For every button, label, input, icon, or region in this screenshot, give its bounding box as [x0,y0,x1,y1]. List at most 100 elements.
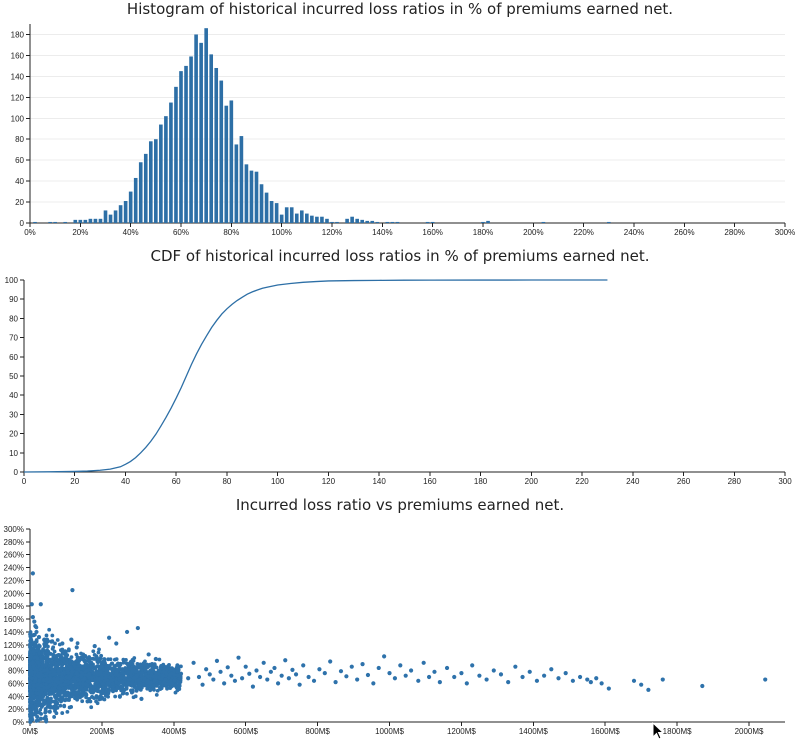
scatter-point [52,649,57,654]
scatter-point [33,677,38,682]
cdf-chart: 0 10 20 30 40 50 60 70 80 90 100 0 20 40 60 80 100 120 140… [5,276,793,486]
scatter-point [39,712,44,716]
scatter-point [42,637,47,642]
scatter-point [54,655,59,660]
y-tick-label: 30 [9,410,18,419]
scatter-point [243,664,248,669]
scatter-point [349,664,354,669]
x-tick-label: 0M$ [22,727,38,736]
scatter-point [236,655,241,660]
scatter-point [125,691,129,696]
scatter-point [43,710,48,715]
x-tick-label: 20% [72,228,88,237]
scatter-point [56,653,61,657]
histogram-bar [113,210,118,223]
scatter-point [403,673,408,678]
scatter-point [120,685,125,690]
x-tick-label: 280 [728,477,742,486]
scatter-point [106,635,112,640]
histogram-bar [294,213,299,223]
scatter-point [87,672,92,677]
scatter-point [69,687,74,692]
scatter-point [55,638,60,642]
scatter-point [55,701,60,706]
scatter-point [75,641,80,646]
scatter-point [421,660,426,665]
scatter-points [28,571,768,724]
histogram-bar [365,220,370,223]
scatter-point [102,657,107,661]
scatter-point [147,681,152,685]
histogram-bar [320,216,324,223]
scatter-point [29,602,34,607]
histogram-bar [214,67,219,223]
scatter-point [113,694,118,699]
scatter-point [112,657,117,662]
histogram-bar [184,65,188,223]
scatter-point [124,629,130,635]
scatter-point [36,686,41,691]
x-tick-label: 240% [624,228,644,237]
histogram-bar [98,218,103,223]
scatter-point [355,677,360,682]
scatter-point [115,685,120,690]
histogram-bar [224,105,229,223]
scatter-point [30,691,34,696]
scatter-point [178,676,182,681]
scatter-point [47,702,52,706]
scatter-point [106,689,111,694]
scatter-point [527,669,532,674]
histogram-bar [123,201,128,223]
scatter-point [59,667,63,672]
scatter-point [542,673,547,678]
scatter-point [54,661,59,666]
scatter-point [218,669,223,674]
y-tick-label: 300% [4,525,24,534]
y-tick-label: 120% [4,641,24,650]
scatter-point [99,665,104,670]
histogram-bar [541,221,546,223]
scatter-point [145,662,149,667]
x-tick-label: 180% [473,228,493,237]
scatter-point [58,703,63,708]
histogram-bar [133,177,138,223]
scatter-point [73,677,78,681]
scatter-point [65,709,70,714]
scatter-point [158,687,163,691]
scatter-point [65,669,70,674]
scatter-point [322,671,327,676]
scatter-point [63,680,68,684]
histogram-bar [289,207,294,223]
scatter-point [67,692,72,697]
scatter-point [646,687,651,692]
x-tick-label: 280% [724,228,744,237]
scatter-point [94,654,99,659]
scatter-point [68,684,73,689]
scatter-point [119,688,124,693]
scatter-point [126,662,130,667]
histogram-bar [395,221,400,223]
scatter-point [214,658,220,663]
scatter-point [75,697,80,702]
scatter-point [169,668,174,672]
y-tick-label: 180 [11,30,25,39]
scatter-point [163,677,168,682]
x-tick-label: 300% [775,228,795,237]
scatter-point [88,699,93,704]
scatter-point [283,658,288,663]
histogram-bar [88,218,93,223]
histogram-bar [299,210,304,223]
scatter-point [28,703,32,708]
scatter-point [137,683,142,687]
scatter-point [34,719,39,723]
scatter-point [570,678,575,683]
histogram-bar [53,221,57,223]
scatter-point [29,697,34,702]
scatter-point [66,648,71,653]
scatter-point [44,656,49,661]
scatter-point [91,671,96,675]
scatter-point [100,689,105,694]
scatter-point [34,629,39,635]
scatter-point [59,683,64,688]
scatter-point [74,645,79,650]
